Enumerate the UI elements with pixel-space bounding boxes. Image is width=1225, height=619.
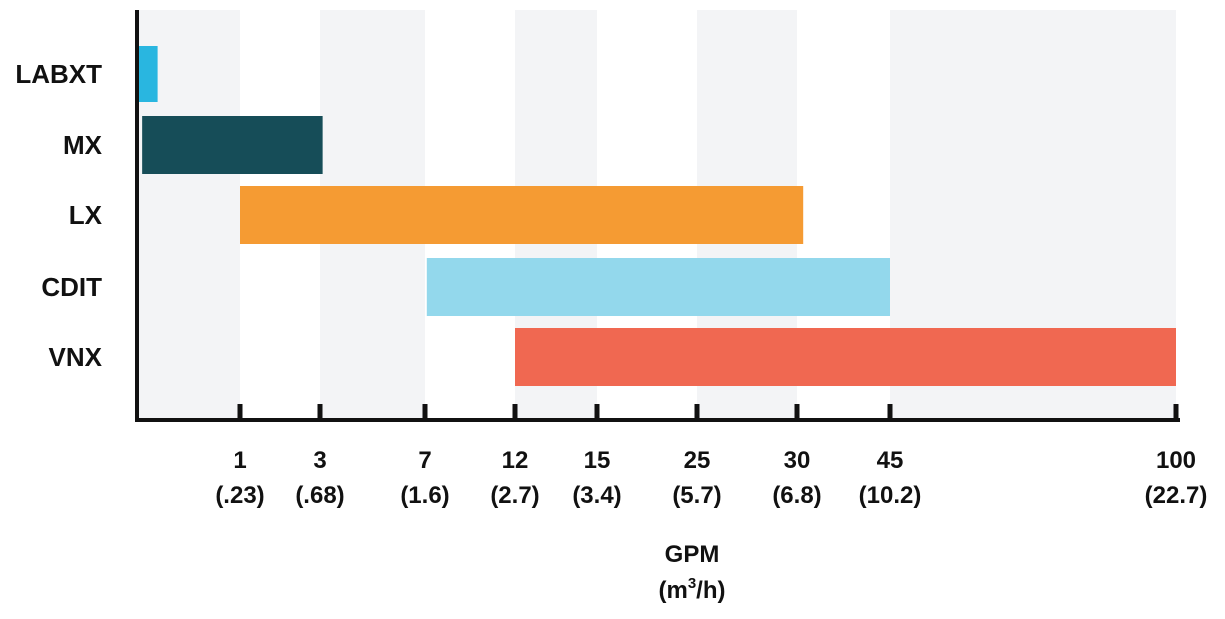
- bar-mx: [142, 116, 323, 174]
- category-label: VNX: [49, 342, 103, 372]
- x-tick-label: 100: [1156, 447, 1196, 474]
- x-tick-sublabel: (2.7): [490, 482, 539, 509]
- x-tick-label: 30: [784, 447, 811, 474]
- x-tick-sublabel: (10.2): [859, 482, 922, 509]
- x-tick-label: 15: [584, 447, 611, 474]
- x-tick-label: 12: [502, 447, 529, 474]
- x-tick-label: 25: [684, 447, 711, 474]
- axes: [135, 10, 1180, 422]
- category-label: LX: [69, 200, 103, 230]
- x-tick-label: 3: [313, 447, 326, 474]
- x-axis-title: GPM: [665, 541, 720, 568]
- x-tick-sublabel: (.68): [295, 482, 344, 509]
- bar-cdit: [426, 258, 890, 316]
- labels: LABXT MX LX CDIT VNX 1 (.23) 3 (.68) 7 (1.6) 12 (2.7…: [15, 59, 1207, 509]
- x-tick-sublabel: (.23): [215, 482, 264, 509]
- x-axis-unit: (m3/h): [658, 575, 725, 604]
- x-tick-label: 7: [418, 447, 431, 474]
- x-tick-sublabel: (22.7): [1145, 482, 1208, 509]
- category-label: CDIT: [41, 272, 102, 302]
- x-tick-sublabel: (3.4): [572, 482, 621, 509]
- x-tick-sublabel: (1.6): [400, 482, 449, 509]
- category-label: MX: [63, 130, 103, 160]
- x-tick-label: 1: [233, 447, 246, 474]
- bar-labxt: [138, 46, 158, 102]
- bars: [138, 46, 1176, 386]
- category-label: LABXT: [15, 59, 102, 89]
- x-tick-sublabel: (5.7): [672, 482, 721, 509]
- x-tick-label: 45: [877, 447, 904, 474]
- bar-lx: [240, 186, 804, 244]
- bar-vnx: [515, 328, 1176, 386]
- x-tick-sublabel: (6.8): [772, 482, 821, 509]
